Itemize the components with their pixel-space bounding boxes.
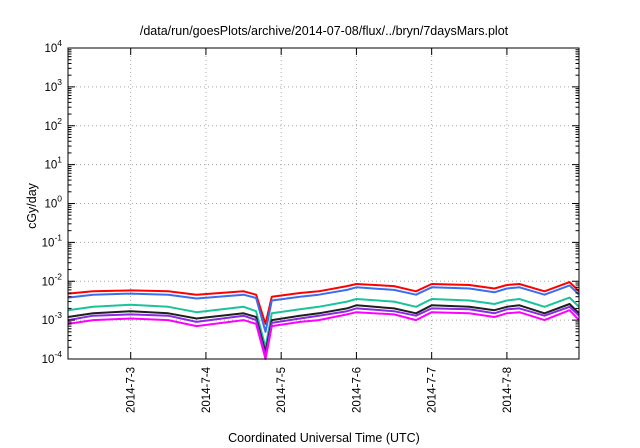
x-tick-label: 2014-7-6	[351, 367, 363, 413]
series-group	[67, 281, 580, 360]
chart-title: /data/run/goesPlots/archive/2014-07-08/f…	[140, 24, 509, 38]
y-axis: 10-4 10-3 10-2 10-1 100 101 102 103 104	[42, 38, 579, 366]
y-tick-label: 103	[44, 77, 62, 94]
y-tick-label: 10-1	[42, 232, 63, 249]
series-line	[67, 296, 580, 349]
y-tick-label: 100	[44, 194, 62, 211]
y-tick-label: 104	[44, 38, 62, 55]
y-tick-label: 102	[44, 116, 62, 133]
y-tick-label: 10-2	[42, 271, 63, 288]
y-tick-label: 10-4	[42, 349, 63, 366]
y-tick-label: 10-3	[42, 310, 63, 327]
x-tick-label: 2014-7-7	[427, 367, 439, 413]
x-tick-label: 2014-7-3	[126, 367, 138, 413]
x-axis-title: Coordinated Universal Time (UTC)	[228, 431, 420, 445]
series-line	[67, 309, 580, 360]
series-line	[67, 284, 580, 333]
y-axis-title: cGy/day	[25, 182, 39, 229]
x-axis: 2014-7-3 2014-7-4 2014-7-5 2014-7-6 2014-7-7…	[126, 48, 514, 413]
x-tick-label: 2014-7-8	[502, 367, 514, 413]
series-line	[67, 303, 580, 354]
y-tick-label: 101	[44, 155, 62, 172]
x-tick-label: 2014-7-5	[276, 367, 288, 413]
series-line	[67, 305, 580, 357]
x-tick-label: 2014-7-4	[201, 366, 213, 413]
series-line	[67, 281, 580, 325]
